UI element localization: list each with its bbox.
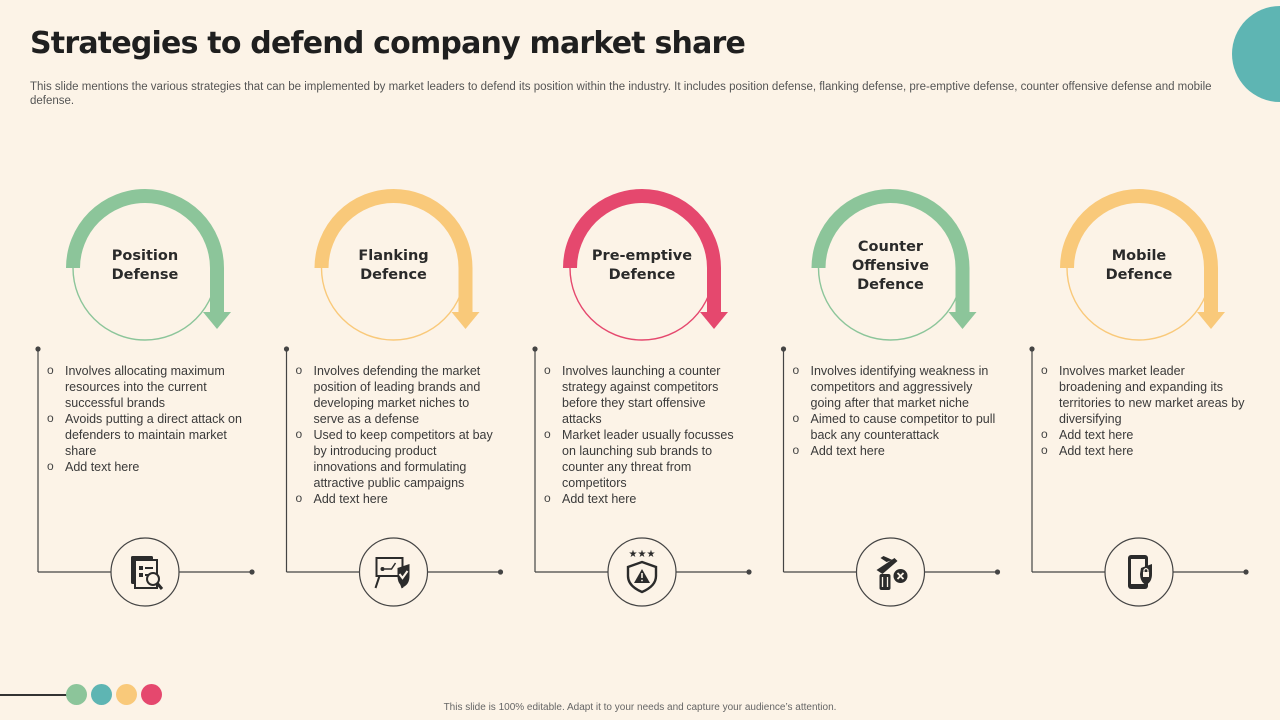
line-dot — [249, 569, 255, 575]
arrow-down-icon — [1197, 312, 1225, 329]
strategy-bullets: Involves launching a counter strategy ag… — [542, 362, 748, 507]
strategy-title-line: Defence — [1105, 267, 1173, 283]
bullet-item: Involves launching a counter strategy ag… — [542, 362, 748, 427]
mobile-lock-icon — [1128, 555, 1152, 589]
line-dot — [994, 569, 1001, 575]
strategy-arc — [66, 189, 224, 312]
bullet-item: Add text here — [542, 490, 748, 507]
strategy-title-line: Offensive — [851, 257, 930, 274]
footer-dot — [116, 684, 137, 705]
slide-subtitle: This slide mentions the various strategi… — [30, 81, 1212, 107]
bullet-item: Involves market leader broadening and ex… — [1039, 362, 1245, 427]
icon-circle — [358, 537, 429, 607]
warning-shield-icon: ★★★ — [626, 549, 658, 594]
strategy-title-line: Pre-emptive — [591, 248, 693, 264]
strategy-arc — [1060, 189, 1218, 312]
strategy-title-line: Defense — [111, 267, 179, 283]
arrow-down-icon — [700, 312, 728, 329]
footer-dot — [66, 684, 87, 705]
bullet-item: Add text here — [791, 442, 997, 459]
strategy-title: Position Defense — [85, 247, 205, 285]
svg-text:★★★: ★★★ — [629, 549, 656, 560]
strategy-arc — [563, 189, 721, 312]
arrow-down-icon — [451, 312, 480, 329]
plane-luggage-cancel-icon — [876, 556, 908, 590]
bullet-item: Add text here — [45, 458, 251, 475]
strategy-title-line: Flanking — [358, 248, 429, 264]
report-chart-icon — [131, 556, 164, 590]
strategy-title: Pre-emptive Defence — [582, 247, 702, 285]
slide-title: Strategies to defend company market shar… — [30, 26, 746, 61]
bullet-item: Add text here — [1039, 426, 1245, 443]
footer-dot — [141, 684, 162, 705]
footer-line — [0, 694, 70, 696]
bullet-item: Avoids putting a direct attack on defend… — [45, 410, 251, 459]
arrow-down-icon — [948, 312, 977, 329]
bullet-item: Add text here — [294, 490, 500, 507]
footer-note: This slide is 100% editable. Adapt it to… — [443, 702, 837, 713]
strategy-graphic-3: ★★★ — [532, 189, 752, 607]
footer-dot — [91, 684, 112, 705]
strategy-title-line: Counter — [857, 238, 924, 255]
line-dot — [746, 569, 752, 575]
strategy-graphic-2 — [283, 189, 504, 607]
arrow-down-icon — [203, 312, 231, 329]
strategy-graphic-5 — [1029, 189, 1249, 607]
strategy-title: Flanking Defence — [334, 247, 454, 285]
bullet-item: Involves identifying weakness in competi… — [791, 362, 997, 411]
strategy-title-line: Position — [111, 248, 179, 264]
strategy-title-line: Defence — [857, 276, 924, 293]
line-dot — [1243, 569, 1249, 575]
strategy-bullets: Involves allocating maximum resources in… — [45, 362, 251, 475]
icon-circle — [855, 537, 926, 607]
bullet-item: Used to keep competitors at bay by intro… — [294, 426, 500, 491]
strategy-bullets: Involves market leader broadening and ex… — [1039, 362, 1245, 459]
bullet-item: Market leader usually focusses on launch… — [542, 426, 748, 491]
strategy-title-line: Mobile — [1111, 248, 1167, 264]
strategy-graphic-1 — [35, 189, 255, 607]
strategy-bullets: Involves defending the market position o… — [294, 362, 500, 507]
strategy-bullets: Involves identifying weakness in competi… — [791, 362, 997, 459]
bullet-item: Add text here — [1039, 442, 1245, 459]
strategy-title: Mobile Defence — [1079, 247, 1199, 285]
bullet-item: Involves defending the market position o… — [294, 362, 500, 427]
strategy-title: Counter Offensive Defence — [831, 238, 951, 295]
strategy-arc — [811, 189, 970, 312]
bullet-item: Involves allocating maximum resources in… — [45, 362, 251, 411]
presentation-shield-icon — [374, 557, 410, 589]
strategy-title-line: Defence — [608, 267, 676, 283]
strategy-graphic-4 — [780, 189, 1001, 607]
bullet-item: Aimed to cause competitor to pull back a… — [791, 410, 997, 443]
line-dot — [497, 569, 504, 575]
strategy-title-line: Defence — [360, 267, 427, 283]
strategy-arc — [314, 189, 473, 312]
